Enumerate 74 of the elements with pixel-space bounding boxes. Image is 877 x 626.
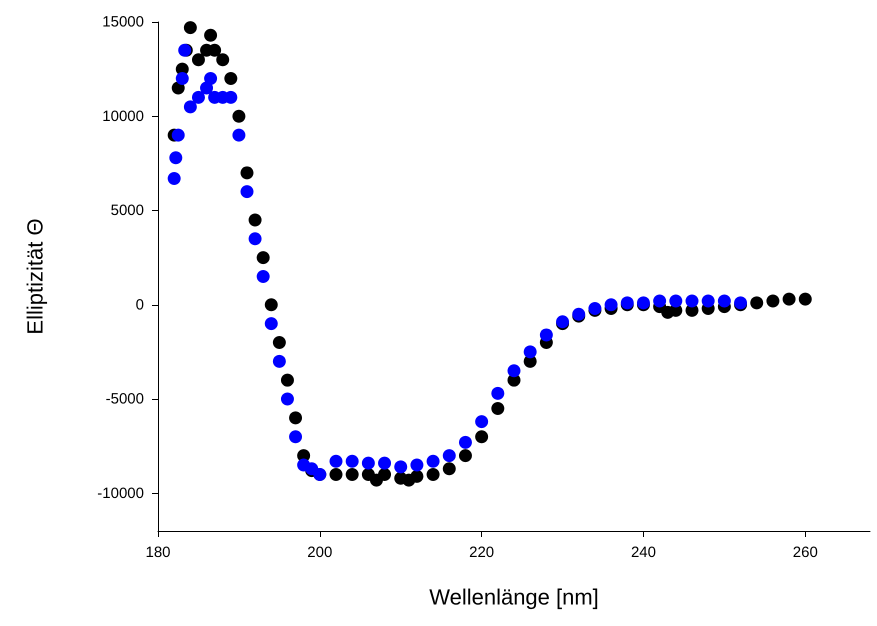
point — [192, 90, 205, 104]
point — [378, 456, 392, 470]
x-axis-title: Wellenlänge [nm] — [429, 584, 599, 610]
point — [702, 294, 715, 308]
point — [394, 460, 408, 474]
y-tick-label: 10000 — [102, 108, 144, 125]
point — [184, 100, 197, 114]
point — [508, 364, 520, 378]
point — [604, 298, 618, 312]
point — [264, 317, 278, 330]
point — [410, 470, 424, 483]
point — [362, 456, 375, 470]
point — [458, 449, 472, 462]
point — [491, 386, 504, 400]
y-tick-label: -5000 — [106, 390, 144, 408]
point — [224, 72, 238, 86]
point — [330, 454, 342, 468]
point — [176, 72, 189, 86]
point — [669, 294, 682, 308]
point — [216, 53, 230, 66]
point — [524, 345, 537, 358]
point — [346, 454, 359, 468]
point — [169, 151, 182, 164]
point — [442, 462, 456, 476]
point — [766, 294, 780, 308]
point — [204, 28, 218, 42]
point — [426, 468, 440, 481]
point — [272, 354, 286, 368]
point — [256, 251, 270, 264]
x-tick-label: 260 — [792, 544, 818, 561]
point — [248, 213, 262, 226]
point — [240, 185, 254, 198]
x-tick-label: 200 — [307, 544, 332, 561]
point — [475, 415, 488, 428]
point — [458, 436, 472, 449]
y-axis-title: Elliptizität Θ — [22, 218, 48, 335]
point — [184, 21, 197, 34]
point — [426, 454, 440, 468]
point — [442, 449, 456, 462]
y-tick-label: -10000 — [97, 484, 144, 502]
point — [272, 336, 286, 349]
point — [718, 294, 731, 308]
point — [289, 411, 302, 424]
point — [410, 458, 424, 472]
x-tick-label: 220 — [469, 544, 494, 561]
point — [192, 53, 205, 66]
point — [168, 172, 181, 185]
point — [378, 468, 392, 481]
point — [248, 232, 262, 246]
x-tick-label: 180 — [145, 544, 171, 561]
point — [204, 72, 218, 86]
point — [264, 298, 278, 312]
point — [491, 402, 504, 415]
point — [232, 128, 246, 142]
point — [289, 430, 302, 444]
point — [653, 294, 666, 308]
point — [330, 468, 342, 481]
point — [782, 292, 796, 306]
point — [686, 294, 698, 308]
point — [280, 392, 294, 406]
point — [750, 296, 764, 310]
point — [540, 328, 553, 342]
point — [475, 430, 488, 444]
y-tick-label: 0 — [136, 296, 144, 314]
point — [346, 468, 359, 481]
point — [256, 270, 270, 283]
point — [232, 110, 246, 123]
point — [280, 374, 294, 387]
point — [240, 166, 254, 180]
point — [172, 128, 185, 142]
point — [798, 292, 812, 306]
y-tick-label: 15000 — [102, 14, 144, 30]
x-tick-label: 240 — [630, 544, 656, 561]
y-tick-label: 5000 — [110, 202, 144, 220]
